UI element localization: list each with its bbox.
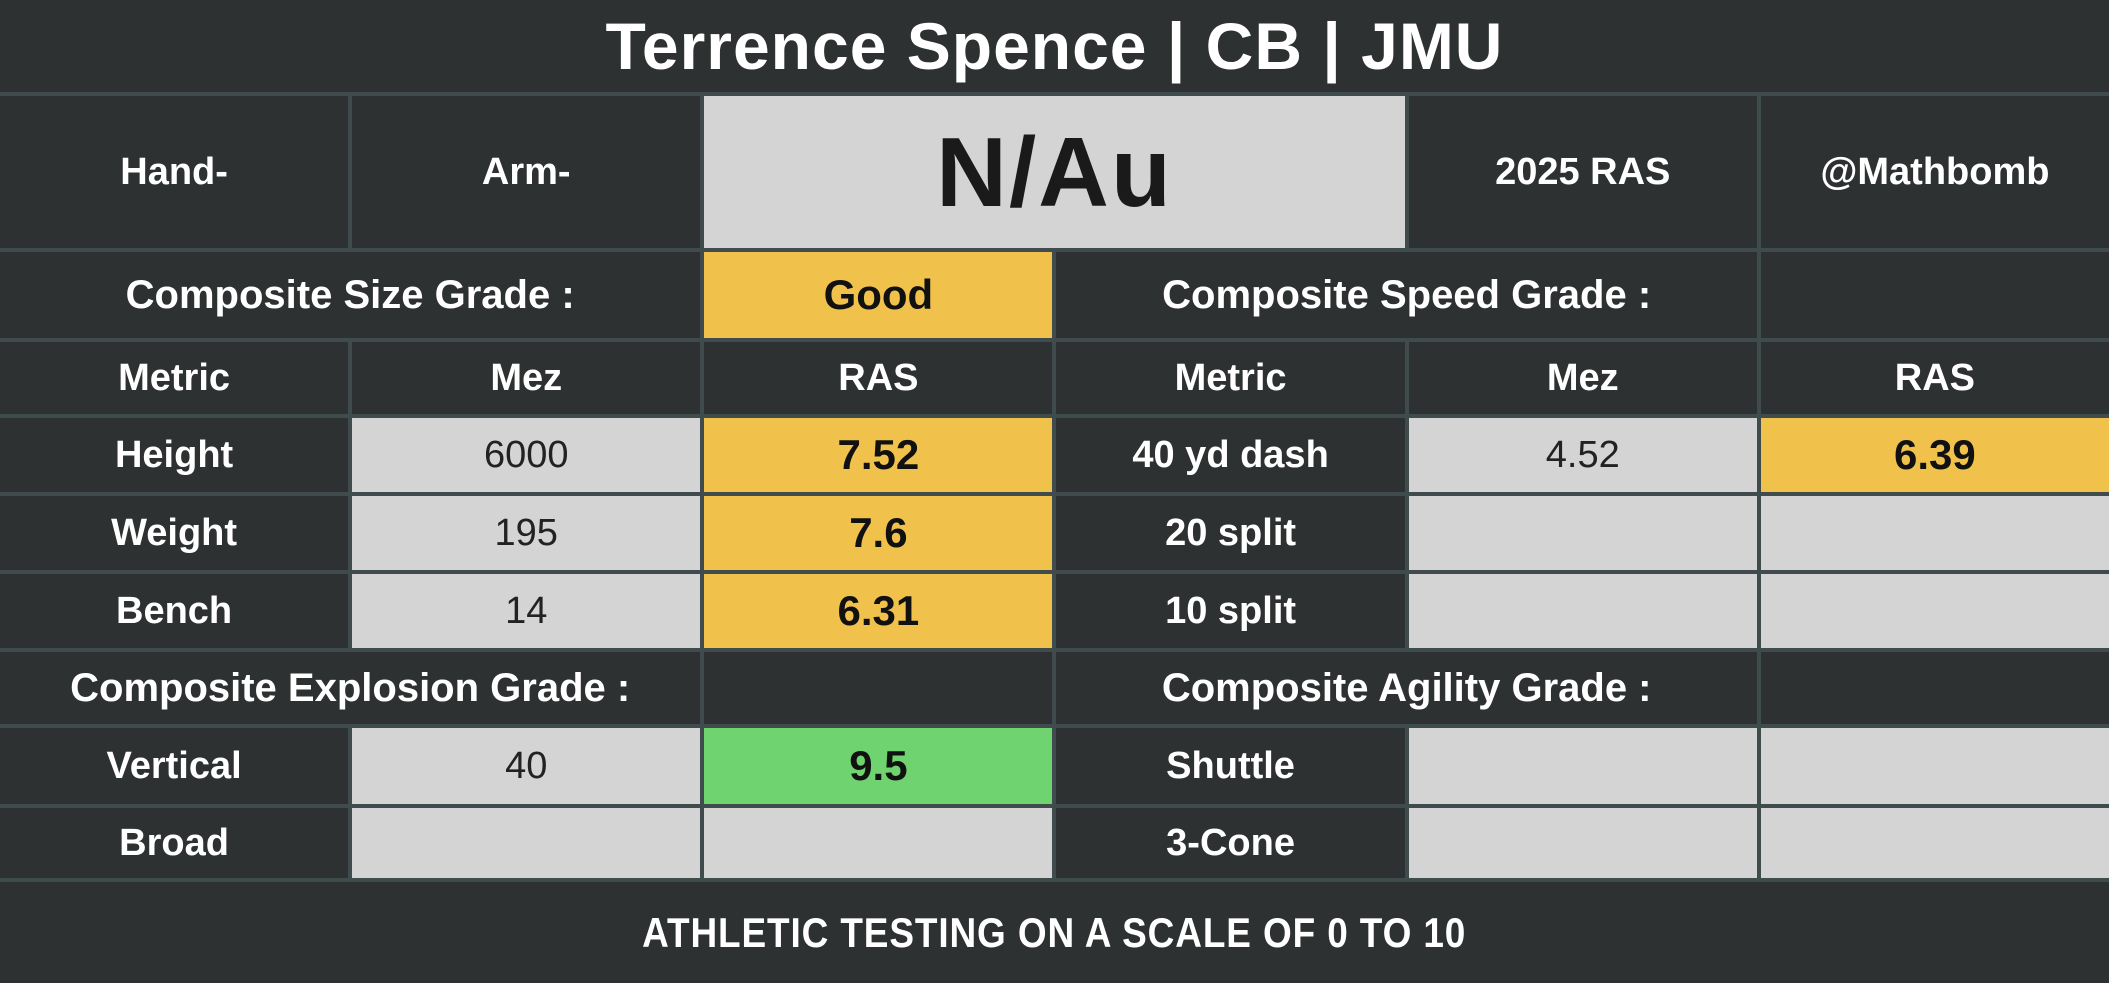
ten-split-ras-value (1760, 574, 2109, 648)
right-mez-header: Mez (1408, 342, 1757, 414)
three-cone-metric-label: 3-Cone (1056, 808, 1405, 878)
shuttle-ras-value (1760, 728, 2109, 804)
composite-size-grade-label: Composite Size Grade : (0, 252, 701, 338)
composite-size-grade-value: Good (704, 252, 1053, 338)
three-cone-ras-value (1760, 808, 2109, 878)
ten-split-metric-label: 10 split (1056, 574, 1405, 648)
shuttle-mez-value (1408, 728, 1757, 804)
left-ras-header: RAS (704, 342, 1053, 414)
twenty-split-ras-value (1760, 496, 2109, 570)
left-metric-header: Metric (0, 342, 349, 414)
vertical-metric-label: Vertical (0, 728, 349, 804)
composite-agility-grade-label: Composite Agility Grade : (1056, 652, 1757, 724)
bench-mez-value: 14 (352, 574, 701, 648)
author-handle: @Mathbomb (1760, 96, 2109, 248)
weight-metric-label: Weight (0, 496, 349, 570)
composite-explosion-grade-value (704, 652, 1053, 724)
composite-explosion-grade-label: Composite Explosion Grade : (0, 652, 701, 724)
height-ras-value: 7.52 (704, 418, 1053, 492)
arm-measurement-label: Arm- (352, 96, 701, 248)
forty-dash-ras-value: 6.39 (1760, 418, 2109, 492)
forty-dash-mez-value: 4.52 (1408, 418, 1757, 492)
composite-speed-grade-label: Composite Speed Grade : (1056, 252, 1757, 338)
ras-score-cell: N/Au (704, 96, 1405, 248)
weight-mez-value: 195 (352, 496, 701, 570)
broad-mez-value (352, 808, 701, 878)
page-title: Terrence Spence | CB | JMU (0, 0, 2109, 92)
twenty-split-mez-value (1408, 496, 1757, 570)
footer-note: ATHLETIC TESTING ON A SCALE OF 0 TO 10 (0, 882, 2109, 983)
bench-metric-label: Bench (0, 574, 349, 648)
height-metric-label: Height (0, 418, 349, 492)
footer-note-text: ATHLETIC TESTING ON A SCALE OF 0 TO 10 (642, 908, 1467, 956)
composite-agility-grade-value (1760, 652, 2109, 724)
ras-year-label: 2025 RAS (1408, 96, 1757, 248)
broad-ras-value (704, 808, 1053, 878)
bench-ras-value: 6.31 (704, 574, 1053, 648)
broad-metric-label: Broad (0, 808, 349, 878)
forty-dash-metric-label: 40 yd dash (1056, 418, 1405, 492)
ten-split-mez-value (1408, 574, 1757, 648)
hand-measurement-label: Hand- (0, 96, 349, 248)
vertical-ras-value: 9.5 (704, 728, 1053, 804)
vertical-mez-value: 40 (352, 728, 701, 804)
right-metric-header: Metric (1056, 342, 1405, 414)
twenty-split-metric-label: 20 split (1056, 496, 1405, 570)
left-mez-header: Mez (352, 342, 701, 414)
right-ras-header: RAS (1760, 342, 2109, 414)
weight-ras-value: 7.6 (704, 496, 1053, 570)
composite-speed-grade-value (1760, 252, 2109, 338)
shuttle-metric-label: Shuttle (1056, 728, 1405, 804)
three-cone-mez-value (1408, 808, 1757, 878)
height-mez-value: 6000 (352, 418, 701, 492)
